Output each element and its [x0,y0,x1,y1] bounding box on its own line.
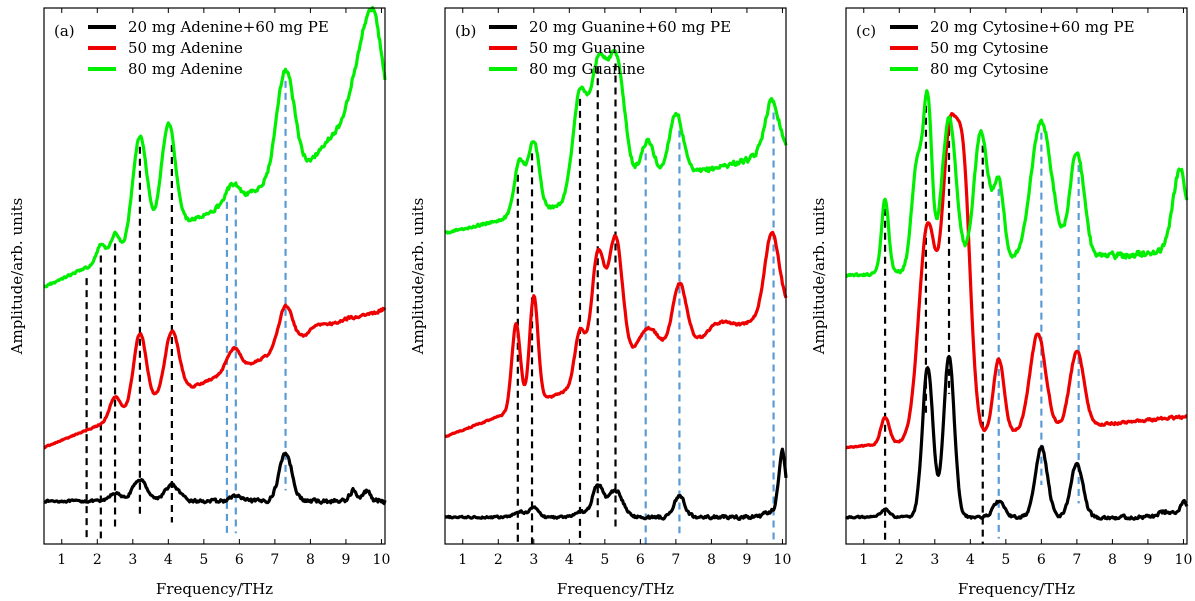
chart-panel-3: 1 2 3 4 5 6 7 8 9 10 Frequency/THz Amplitude/arb. u… [810,7,1193,598]
series-line [844,354,1189,521]
x-tick-label: 3 [529,552,538,568]
x-tick-label: 8 [306,552,315,568]
plot-frame [845,7,1188,545]
x-tick-label: 5 [199,552,208,568]
x-tick-label: 6 [235,552,244,568]
x-tick-label: 7 [270,552,279,568]
x-tick-label: 4 [164,552,173,568]
x-tick-label: 6 [1037,552,1046,568]
series-line [43,303,387,450]
x-tick-label: 5 [1001,552,1010,568]
x-tick-label: 2 [494,552,503,568]
x-tick-label: 2 [895,552,904,568]
series-line [43,6,387,289]
legend-label: 20 mg Adenine+60 mg PE [128,18,329,36]
panel-label: (a) [54,22,75,40]
series-line [845,112,1188,450]
chart-panel-1: 1 2 3 4 5 6 7 8 9 10 Frequency/THz Amplitude/arb. u… [8,6,391,598]
x-tick-label: 4 [966,552,975,568]
x-tick-label: 2 [93,552,102,568]
x-tick-label: 9 [341,552,350,568]
x-axis-label: Frequency/THz [156,580,273,598]
x-tick-label: 10 [373,552,391,568]
x-tick-label: 1 [458,552,467,568]
y-axis-label: Amplitude/arb. units [409,198,427,356]
panel-label: (c) [856,22,876,40]
series-line [444,230,788,438]
y-axis-label: Amplitude/arb. units [8,198,26,356]
x-tick-label: 3 [930,552,939,568]
chart-panel-2: 1 2 3 4 5 6 7 8 9 10 Frequency/THz Amplitude/arb. u… [409,7,792,598]
panel-label: (b) [455,22,476,40]
x-tick-label: 7 [671,552,680,568]
x-tick-label: 7 [1072,552,1081,568]
x-axis-label: Frequency/THz [557,580,674,598]
x-tick-label: 8 [707,552,716,568]
series-line [444,447,788,521]
legend-label: 20 mg Guanine+60 mg PE [529,18,731,36]
x-tick-label: 5 [600,552,609,568]
legend-label: 80 mg Cytosine [930,60,1049,78]
plot-frame [43,7,386,545]
series-line [444,48,788,235]
plot-frame [444,7,787,545]
x-tick-label: 6 [636,552,645,568]
x-tick-label: 10 [1175,552,1193,568]
x-axis-label: Frequency/THz [958,580,1075,598]
x-tick-label: 3 [128,552,137,568]
legend-label: 50 mg Guanine [529,39,645,57]
x-tick-label: 4 [565,552,574,568]
series-line [845,89,1189,278]
x-tick-label: 8 [1108,552,1117,568]
x-tick-label: 1 [57,552,66,568]
legend-label: 50 mg Adenine [128,39,243,57]
series-line [43,451,387,506]
y-axis-label: Amplitude/arb. units [810,198,828,356]
legend-label: 20 mg Cytosine+60 mg PE [930,18,1135,36]
x-tick-label: 1 [859,552,868,568]
x-tick-label: 10 [774,552,792,568]
x-tick-label: 9 [1143,552,1152,568]
legend-label: 80 mg Adenine [128,60,243,78]
legend-label: 50 mg Cytosine [930,39,1049,57]
legend-label: 80 mg Guanine [529,60,645,78]
x-tick-label: 9 [742,552,751,568]
